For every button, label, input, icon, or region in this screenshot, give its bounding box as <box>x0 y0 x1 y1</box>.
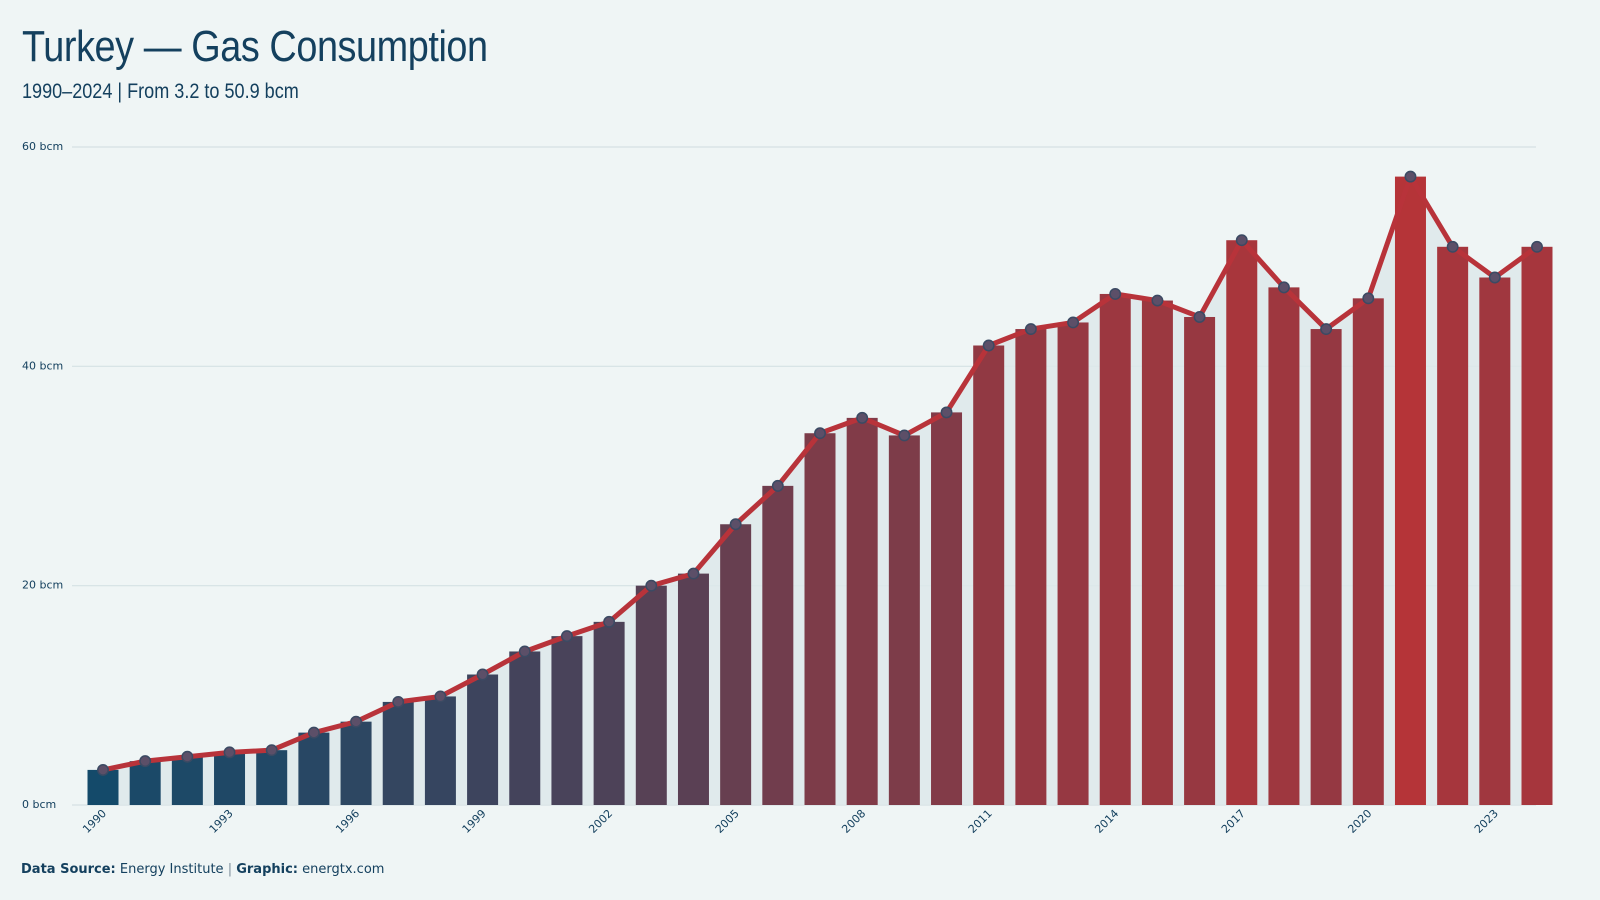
bar <box>804 433 836 805</box>
bar <box>171 756 203 805</box>
x-tick-label: 2005 <box>713 807 742 836</box>
data-point <box>1024 323 1037 335</box>
bar <box>424 696 456 805</box>
data-point <box>97 763 109 776</box>
bar <box>1268 287 1300 806</box>
data-point <box>1488 271 1501 284</box>
bar <box>1310 329 1342 805</box>
x-tick-label: 1996 <box>333 807 362 836</box>
bar <box>846 417 878 805</box>
chart-title: Turkey — Gas Consumption <box>22 22 488 71</box>
bar <box>1521 246 1553 806</box>
data-point <box>307 726 320 739</box>
x-tick-label: 2014 <box>1092 807 1121 836</box>
data-point <box>350 715 363 728</box>
bar <box>593 621 625 805</box>
data-point <box>1404 170 1417 183</box>
bar <box>1184 316 1216 805</box>
y-tick-label: 20 bcm <box>22 579 63 592</box>
bar <box>1437 246 1469 806</box>
y-tick-label: 0 bcm <box>22 798 56 811</box>
data-point <box>729 518 742 531</box>
data-point <box>265 744 278 757</box>
data-point <box>139 755 152 768</box>
bar <box>1479 277 1511 806</box>
data-point <box>898 429 911 442</box>
data-point <box>560 630 573 643</box>
data-point <box>1446 240 1459 253</box>
data-point <box>1067 316 1080 329</box>
data-point <box>476 668 489 681</box>
x-tick-label: 2002 <box>586 807 615 836</box>
bar <box>256 750 288 805</box>
y-tick-label: 40 bcm <box>22 359 63 372</box>
bar <box>1352 298 1384 805</box>
data-point <box>1193 311 1206 323</box>
bar <box>382 701 414 805</box>
data-point <box>645 579 658 592</box>
bar <box>214 752 246 805</box>
footer-separator: | <box>227 862 233 877</box>
data-point <box>1151 294 1164 307</box>
data-point <box>982 339 995 352</box>
data-point <box>1109 288 1122 300</box>
data-point <box>687 567 700 580</box>
bar <box>1141 300 1173 805</box>
data-point <box>1362 292 1375 305</box>
bar <box>1057 322 1089 805</box>
data-point <box>434 690 447 703</box>
x-tick-label: 1993 <box>207 807 236 836</box>
data-point <box>1235 234 1248 247</box>
data-point <box>771 479 784 492</box>
source-value: Energy Institute <box>119 862 224 877</box>
data-point <box>1320 323 1333 335</box>
y-tick-label: 60 bcm <box>22 140 63 153</box>
x-tick-label: 2023 <box>1472 807 1501 836</box>
data-point <box>392 695 405 708</box>
bar <box>129 761 161 805</box>
bar <box>1099 293 1131 805</box>
bar <box>467 674 499 805</box>
bar <box>931 412 963 805</box>
bar <box>1394 176 1426 806</box>
bar <box>762 485 794 805</box>
data-point <box>856 411 869 424</box>
data-point <box>181 750 194 763</box>
bar <box>973 345 1005 805</box>
data-point <box>603 615 616 628</box>
bar <box>509 651 541 805</box>
bar <box>1226 240 1258 805</box>
x-tick-label: 2020 <box>1345 807 1374 836</box>
source-label: Data Source: <box>21 862 116 877</box>
data-point <box>940 406 953 419</box>
bar <box>1015 329 1047 805</box>
data-point <box>223 746 236 759</box>
x-tick-label: 2011 <box>966 807 995 836</box>
bar <box>720 524 752 805</box>
x-tick-label: 2017 <box>1219 807 1248 836</box>
graphic-link[interactable]: energtx.com <box>302 862 385 877</box>
bar <box>551 636 583 805</box>
bar <box>298 732 330 805</box>
data-point <box>518 645 531 658</box>
x-tick-label: 1990 <box>80 807 109 836</box>
bar <box>340 721 372 805</box>
data-point <box>1277 281 1290 294</box>
x-tick-label: 1999 <box>460 807 489 836</box>
data-point <box>814 427 826 440</box>
data-point <box>1531 240 1543 253</box>
chart-subtitle: 1990–2024 | From 3.2 to 50.9 bcm <box>22 80 299 103</box>
x-tick-label: 2008 <box>839 807 868 836</box>
footer-credits: Data Source: Energy Institute | Graphic:… <box>21 862 384 877</box>
bar <box>635 585 667 805</box>
bar <box>888 435 920 805</box>
graphic-label: Graphic: <box>236 862 298 877</box>
bar <box>677 573 709 805</box>
